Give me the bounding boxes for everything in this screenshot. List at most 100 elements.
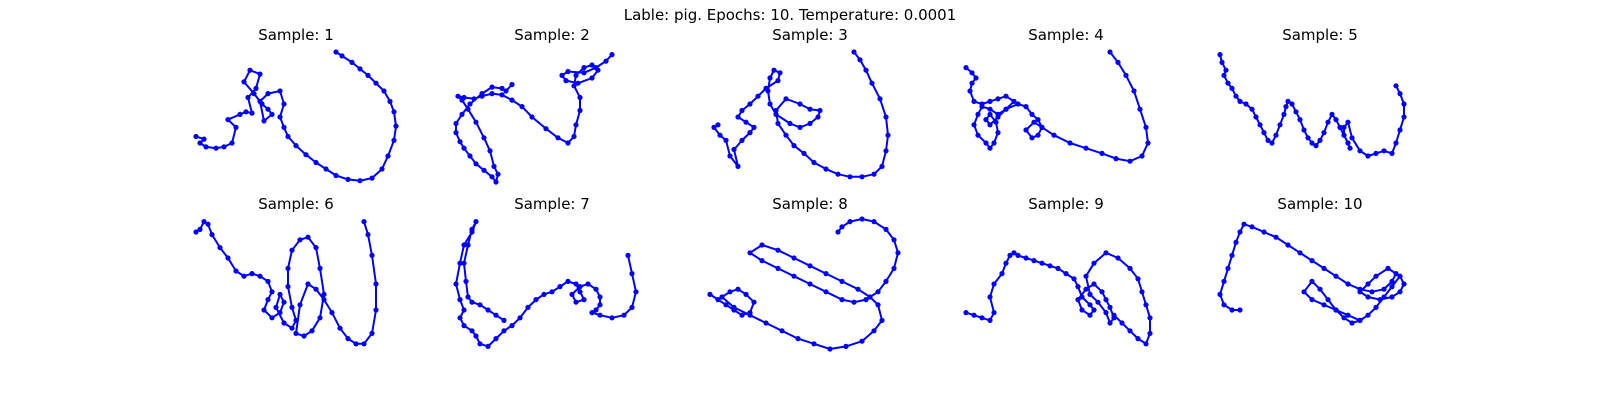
stroke-point bbox=[1297, 117, 1303, 123]
subplot-sample-3: Sample: 3 bbox=[711, 26, 891, 180]
stroke-point bbox=[765, 88, 771, 94]
stroke-point bbox=[589, 310, 595, 316]
stroke-point bbox=[577, 94, 583, 101]
stroke-point bbox=[467, 153, 473, 159]
subplot-title: Sample: 2 bbox=[514, 26, 590, 44]
stroke-point bbox=[1261, 130, 1267, 136]
stroke-point bbox=[493, 179, 499, 185]
stroke-point bbox=[1143, 302, 1149, 308]
stroke-point bbox=[467, 101, 473, 107]
stroke-point bbox=[1011, 250, 1017, 256]
stroke-point bbox=[1099, 289, 1105, 295]
stroke-point bbox=[289, 325, 295, 331]
stroke-point bbox=[1039, 260, 1045, 266]
stroke-point bbox=[525, 304, 531, 310]
stroke-point bbox=[755, 93, 761, 99]
stroke-point bbox=[357, 66, 363, 72]
stroke-point bbox=[1301, 127, 1307, 133]
stroke-point bbox=[577, 107, 583, 114]
stroke-point bbox=[771, 67, 777, 73]
stroke-point bbox=[1135, 276, 1141, 282]
stroke-point bbox=[1015, 101, 1021, 107]
stroke-point bbox=[305, 234, 311, 240]
stroke-point bbox=[883, 278, 889, 284]
stroke-point bbox=[1023, 127, 1029, 133]
stroke-point bbox=[1143, 124, 1149, 130]
stroke-point bbox=[573, 299, 579, 305]
stroke-point bbox=[747, 130, 753, 136]
stroke-point bbox=[735, 286, 741, 292]
stroke-point bbox=[265, 297, 271, 303]
stroke-point bbox=[273, 304, 279, 310]
stroke-point bbox=[1087, 291, 1093, 297]
stroke-point bbox=[979, 104, 985, 110]
stroke-point bbox=[1283, 104, 1289, 110]
stroke-point bbox=[1035, 132, 1041, 138]
stroke-point bbox=[1365, 281, 1371, 287]
stroke-point bbox=[1309, 258, 1315, 264]
stroke-point bbox=[459, 111, 465, 117]
stroke-point bbox=[869, 80, 875, 86]
stroke-point bbox=[1321, 130, 1327, 136]
stroke-point bbox=[839, 278, 845, 284]
stroke-point bbox=[381, 88, 387, 94]
stroke-point bbox=[339, 53, 345, 59]
stroke-point bbox=[839, 297, 845, 303]
stroke-point bbox=[243, 109, 249, 115]
stroke-point bbox=[597, 302, 603, 308]
stroke-point bbox=[345, 336, 351, 342]
stroke-point bbox=[1249, 106, 1255, 112]
stroke-point bbox=[877, 96, 883, 102]
stroke-point bbox=[455, 93, 461, 99]
stroke-point bbox=[473, 333, 479, 339]
stroke-point bbox=[1341, 124, 1347, 130]
stroke-point bbox=[1243, 101, 1249, 107]
stroke-point bbox=[203, 144, 209, 150]
subplot-sample-5: Sample: 5 bbox=[1217, 26, 1407, 159]
stroke-point bbox=[1365, 153, 1371, 159]
stroke-point bbox=[871, 171, 877, 177]
stroke-point bbox=[297, 237, 303, 243]
stroke-point bbox=[391, 109, 397, 115]
stroke-point bbox=[1091, 281, 1097, 287]
stroke-point bbox=[257, 98, 263, 104]
stroke-point bbox=[743, 291, 749, 297]
stroke-point bbox=[481, 135, 487, 141]
stroke-point bbox=[495, 171, 501, 177]
stroke-point bbox=[365, 232, 371, 238]
stroke-point bbox=[1067, 140, 1073, 146]
stroke-point bbox=[261, 118, 267, 124]
stroke-point bbox=[1241, 221, 1247, 227]
stroke-point bbox=[517, 315, 523, 321]
stroke-point bbox=[249, 110, 255, 116]
subplot-sample-9: Sample: 9 bbox=[963, 195, 1153, 347]
subplot-title: Sample: 10 bbox=[1277, 195, 1362, 213]
stroke-point bbox=[1079, 294, 1085, 300]
stroke-point bbox=[557, 284, 563, 290]
stroke-point bbox=[1277, 122, 1283, 128]
stroke-point bbox=[773, 111, 779, 117]
stroke-point bbox=[1365, 312, 1371, 318]
stroke-point bbox=[995, 130, 1001, 136]
stroke-point bbox=[787, 120, 793, 127]
stroke-point bbox=[281, 124, 287, 130]
stroke-point bbox=[1051, 132, 1057, 138]
stroke-point bbox=[1103, 250, 1109, 256]
stroke-point bbox=[855, 286, 861, 292]
stroke-point bbox=[835, 171, 841, 177]
stroke-point bbox=[817, 107, 823, 114]
stroke-point bbox=[715, 297, 721, 303]
stroke-point bbox=[465, 242, 471, 248]
stroke-point bbox=[971, 312, 977, 318]
stroke-point bbox=[1357, 289, 1363, 295]
stroke-point bbox=[1325, 119, 1331, 125]
stroke-point bbox=[1297, 250, 1303, 256]
stroke-point bbox=[603, 58, 609, 64]
stroke-point bbox=[1107, 49, 1113, 55]
stroke-point bbox=[1381, 148, 1387, 154]
stroke-point bbox=[369, 175, 375, 181]
stroke-point bbox=[205, 221, 211, 227]
stroke-point bbox=[823, 271, 829, 277]
stroke-point bbox=[225, 117, 231, 123]
stroke-point bbox=[885, 132, 891, 138]
